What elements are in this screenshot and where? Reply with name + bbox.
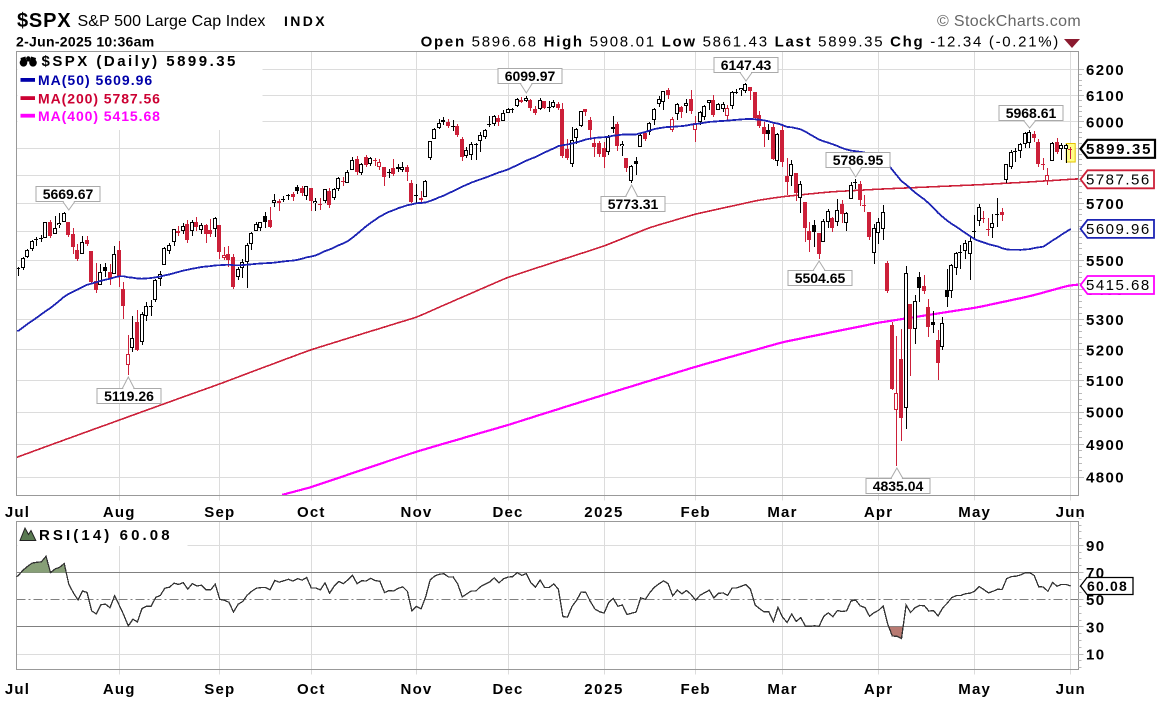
svg-text:6147.43: 6147.43	[721, 57, 772, 73]
svg-text:Apr: Apr	[864, 681, 893, 698]
svg-text:5700: 5700	[1086, 196, 1125, 213]
svg-text:Jul: Jul	[5, 504, 30, 521]
svg-text:$SPX (Daily) 5899.35: $SPX (Daily) 5899.35	[42, 53, 238, 70]
svg-text:Sep: Sep	[204, 504, 235, 521]
svg-text:60.08: 60.08	[1087, 578, 1128, 594]
svg-text:5669.67: 5669.67	[43, 186, 94, 202]
svg-text:Jul: Jul	[5, 681, 30, 698]
svg-text:90: 90	[1086, 538, 1106, 555]
svg-text:5504.65: 5504.65	[795, 270, 846, 286]
svg-text:2-Jun-2025 10:36am: 2-Jun-2025 10:36am	[16, 34, 154, 50]
svg-text:Mar: Mar	[767, 681, 797, 698]
svg-text:5609.96: 5609.96	[1086, 221, 1151, 238]
svg-text:5300: 5300	[1086, 312, 1125, 329]
svg-text:May: May	[958, 681, 991, 698]
svg-text:MA(400) 5415.68: MA(400) 5415.68	[38, 108, 161, 124]
svg-text:RSI(14) 60.08: RSI(14) 60.08	[39, 527, 173, 544]
svg-text:5786.95: 5786.95	[833, 152, 884, 168]
svg-text:2025: 2025	[584, 681, 624, 698]
svg-text:30: 30	[1086, 619, 1106, 636]
svg-text:Open 5896.68 High 5908.01 Low: Open 5896.68 High 5908.01 Low 5861.43 La…	[421, 34, 1060, 51]
svg-text:Aug: Aug	[103, 504, 136, 521]
svg-text:4900: 4900	[1086, 437, 1125, 454]
svg-text:5100: 5100	[1086, 373, 1125, 390]
svg-text:6000: 6000	[1086, 114, 1125, 131]
svg-text:Jun: Jun	[1056, 681, 1086, 698]
svg-text:5968.61: 5968.61	[1006, 105, 1057, 121]
svg-text:© StockCharts.com: © StockCharts.com	[937, 13, 1081, 30]
svg-text:INDX: INDX	[284, 13, 327, 29]
svg-text:5000: 5000	[1086, 405, 1125, 422]
svg-text:6200: 6200	[1086, 62, 1125, 79]
svg-text:May: May	[958, 504, 991, 521]
svg-text:2025: 2025	[584, 504, 624, 521]
svg-text:Aug: Aug	[103, 681, 136, 698]
svg-text:4835.04: 4835.04	[873, 478, 924, 494]
svg-text:Nov: Nov	[401, 504, 433, 521]
svg-text:Jun: Jun	[1056, 504, 1086, 521]
svg-text:MA(200) 5787.56: MA(200) 5787.56	[38, 90, 161, 106]
svg-text:5899.35: 5899.35	[1086, 141, 1152, 158]
svg-text:$SPX: $SPX	[17, 10, 71, 32]
svg-text:4800: 4800	[1086, 470, 1125, 487]
svg-text:Mar: Mar	[767, 504, 797, 521]
svg-text:Apr: Apr	[864, 504, 893, 521]
svg-text:5119.26: 5119.26	[104, 388, 154, 404]
svg-text:5773.31: 5773.31	[608, 196, 659, 212]
svg-text:10: 10	[1086, 647, 1106, 664]
svg-text:Dec: Dec	[492, 681, 523, 698]
svg-text:S&P 500 Large Cap Index: S&P 500 Large Cap Index	[78, 13, 266, 30]
svg-text:Sep: Sep	[204, 681, 235, 698]
svg-text:6100: 6100	[1086, 88, 1125, 105]
svg-text:6099.97: 6099.97	[505, 68, 556, 84]
svg-text:Nov: Nov	[401, 681, 433, 698]
svg-text:5500: 5500	[1086, 253, 1125, 270]
svg-text:MA(50) 5609.96: MA(50) 5609.96	[38, 72, 153, 88]
svg-text:5787.56: 5787.56	[1086, 171, 1151, 188]
svg-text:Feb: Feb	[680, 504, 710, 521]
svg-text:5415.68: 5415.68	[1086, 277, 1151, 294]
svg-text:Dec: Dec	[492, 504, 523, 521]
svg-text:Oct: Oct	[297, 504, 326, 521]
svg-text:5200: 5200	[1086, 342, 1125, 359]
svg-text:Oct: Oct	[297, 681, 326, 698]
svg-text:Feb: Feb	[680, 681, 710, 698]
svg-text:50: 50	[1086, 592, 1106, 609]
